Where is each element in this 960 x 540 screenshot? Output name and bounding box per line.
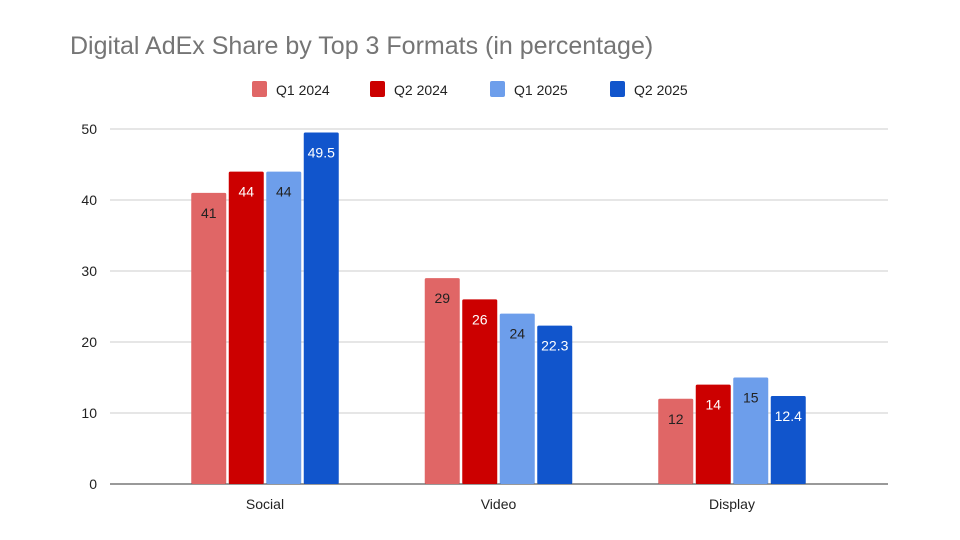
legend-label: Q1 2024	[276, 82, 330, 98]
data-label: 49.5	[308, 145, 335, 161]
bar	[770, 395, 806, 484]
y-tick-label: 50	[81, 121, 97, 137]
bar	[191, 192, 227, 484]
data-label: 29	[434, 290, 450, 306]
bar	[537, 325, 573, 484]
legend-swatch	[610, 81, 625, 97]
y-tick-label: 10	[81, 405, 97, 421]
legend-swatch	[370, 81, 385, 97]
data-label: 14	[705, 397, 721, 413]
bar	[499, 313, 535, 484]
y-tick-label: 20	[81, 334, 97, 350]
legend-label: Q2 2024	[394, 82, 448, 98]
data-label: 41	[201, 205, 217, 221]
data-label: 15	[743, 390, 759, 406]
bar	[658, 398, 694, 484]
bar	[303, 132, 339, 485]
legend: Q1 2024 Q2 2024 Q1 2025 Q2 2025	[252, 81, 688, 98]
bar	[228, 171, 264, 484]
x-tick-label: Display	[709, 496, 755, 512]
y-tick-label: 40	[81, 192, 97, 208]
legend-swatch	[490, 81, 505, 97]
legend-label: Q2 2025	[634, 82, 688, 98]
data-label: 44	[238, 184, 254, 200]
y-tick-label: 0	[89, 476, 97, 492]
bar	[695, 384, 731, 484]
data-label: 44	[276, 184, 292, 200]
chart-title: Digital AdEx Share by Top 3 Formats (in …	[70, 32, 653, 60]
data-label: 26	[472, 311, 488, 327]
y-tick-label: 30	[81, 263, 97, 279]
bars: 41 44 44 49.5 29 26 24 22.3 12 14 15 12.4	[191, 132, 806, 485]
data-label: 24	[509, 326, 525, 342]
bar	[462, 299, 498, 484]
bar	[733, 377, 769, 484]
data-label: 22.3	[541, 338, 568, 354]
data-label: 12.4	[775, 408, 802, 424]
legend-label: Q1 2025	[514, 82, 568, 98]
bar	[266, 171, 302, 484]
x-tick-label: Social	[246, 496, 284, 512]
bar	[424, 278, 460, 484]
data-label: 12	[668, 411, 684, 427]
x-tick-label: Video	[481, 496, 517, 512]
x-axis-labels: Social Video Display	[246, 496, 755, 512]
legend-swatch	[252, 81, 267, 97]
